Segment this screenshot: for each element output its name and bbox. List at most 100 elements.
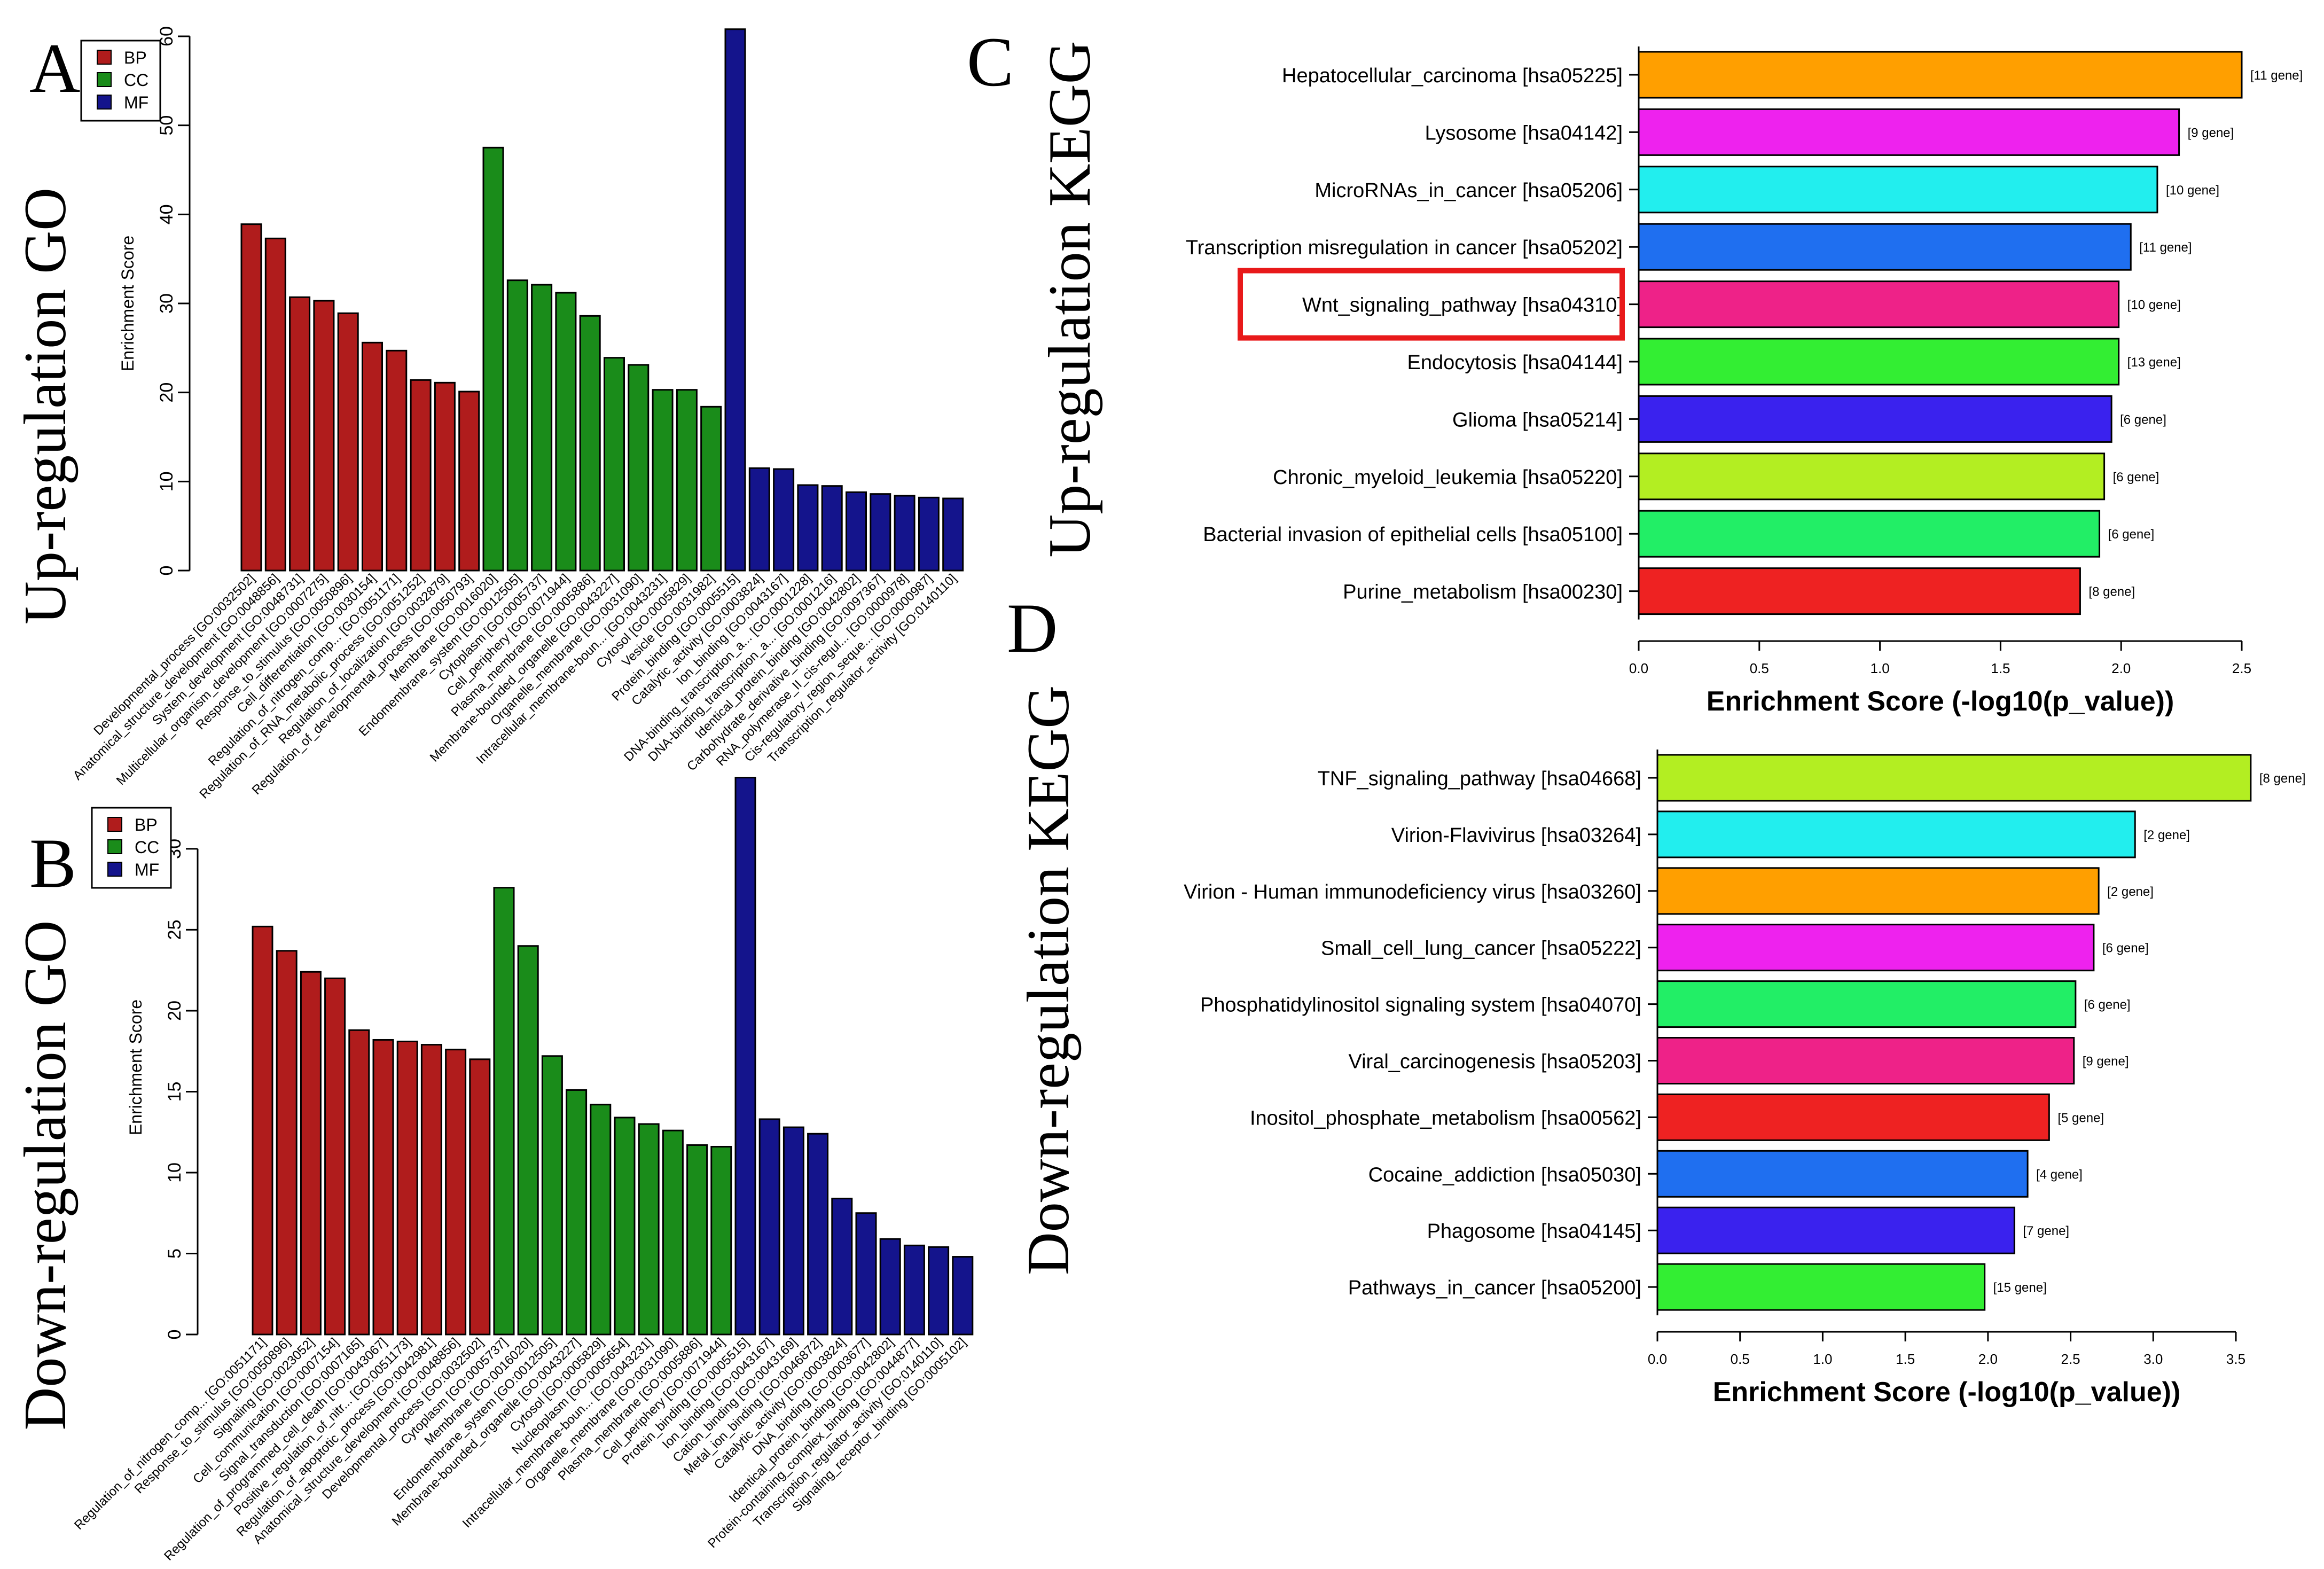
bar	[1656, 980, 2077, 1028]
category-label: MicroRNAs_in_cancer [hsa05206]	[1314, 179, 1623, 202]
bar	[482, 146, 504, 572]
category-label: TNF_signaling_pathway [hsa04668]	[1318, 768, 1641, 790]
bar	[276, 950, 298, 1336]
data-label: [2 gene]	[2143, 828, 2190, 842]
legend-box	[91, 807, 172, 889]
y-tick-label: 5	[165, 1248, 185, 1259]
bar	[531, 284, 553, 572]
data-label: [10 gene]	[2166, 183, 2219, 198]
legend-label: CC	[124, 71, 148, 90]
highlight-box	[1238, 268, 1625, 341]
legend-label: MF	[124, 93, 148, 112]
data-label: [2 gene]	[2107, 885, 2154, 899]
bar	[493, 887, 515, 1336]
legend-label: BP	[135, 815, 158, 834]
bar	[420, 1044, 442, 1336]
category-label: Endocytosis [hsa04144]	[1407, 352, 1623, 374]
bar	[918, 496, 940, 572]
bar	[1656, 1093, 2050, 1141]
bar	[541, 1055, 563, 1336]
y-tick-label: 0	[165, 1330, 185, 1340]
bar	[1656, 867, 2100, 915]
bar	[1656, 1150, 2029, 1198]
x-tick-label: 2.0	[2111, 660, 2131, 676]
bar	[879, 1238, 901, 1336]
category-label: Lysosome [hsa04142]	[1425, 122, 1623, 144]
legend-swatch	[97, 72, 112, 87]
bar	[337, 312, 359, 572]
y-tick-label: 20	[165, 1001, 185, 1021]
data-label: [8 gene]	[2088, 585, 2135, 599]
bar	[1638, 395, 2112, 443]
bar	[1638, 51, 2243, 99]
bar	[700, 405, 722, 572]
bar	[783, 1126, 804, 1336]
bar	[952, 1256, 974, 1336]
x-tick-label: 0.5	[1731, 1351, 1750, 1367]
bar	[1638, 510, 2101, 558]
chart-up-kegg: Hepatocellular_carcinoma [hsa05225] [11 g…	[1186, 46, 2303, 717]
y-axis-label: Enrichment Score	[126, 1000, 145, 1135]
bar	[870, 493, 891, 572]
data-label: [6 gene]	[2120, 412, 2166, 427]
bar	[1638, 338, 2120, 386]
bar	[662, 1129, 684, 1336]
x-axis-label: Enrichment Score (-log10(p_value))	[1707, 686, 2174, 717]
category-label: Inositol_phosphate_metabolism [hsa00562]	[1250, 1107, 1641, 1129]
panel-letter-b: B	[29, 824, 76, 902]
data-label: [6 gene]	[2102, 941, 2149, 956]
category-label: Phagosome [hsa04145]	[1427, 1220, 1641, 1243]
bar	[458, 391, 480, 572]
bar	[638, 1123, 660, 1336]
bar	[579, 315, 601, 572]
category-label: Virion - Human immunodeficiency virus [h…	[1184, 881, 1641, 903]
bar	[903, 1244, 925, 1336]
x-tick-label: 3.5	[2226, 1351, 2245, 1367]
x-tick-label: 2.5	[2061, 1351, 2080, 1367]
y-tick-label: 0	[157, 566, 177, 576]
bar	[252, 925, 273, 1336]
bar	[652, 389, 674, 572]
bar	[894, 495, 915, 572]
legend-label: BP	[124, 48, 147, 67]
panel-letter-d: D	[1007, 589, 1058, 667]
bar	[686, 1144, 708, 1336]
side-title-down-kegg: Down-regulation KEGG	[1015, 685, 1082, 1275]
data-label: [9 gene]	[2188, 126, 2234, 140]
bar	[604, 357, 625, 572]
bar	[324, 977, 346, 1336]
data-label: [15 gene]	[1993, 1281, 2047, 1295]
legend-label: CC	[135, 838, 159, 857]
legend-swatch	[107, 817, 122, 832]
data-label: [11 gene]	[2250, 68, 2303, 83]
bar	[240, 223, 262, 572]
bar	[758, 1118, 780, 1336]
data-label: [6 gene]	[2084, 998, 2131, 1012]
category-label: Glioma [hsa05214]	[1452, 409, 1623, 431]
x-tick-label: 3.0	[2143, 1351, 2163, 1367]
bar	[821, 485, 843, 572]
category-label: Pathways_in_cancer [hsa05200]	[1348, 1277, 1641, 1299]
category-label: Transcription misregulation in cancer [h…	[1186, 237, 1623, 259]
x-tick-label: 1.0	[1871, 660, 1890, 676]
data-label: [10 gene]	[2127, 298, 2181, 313]
bar	[628, 364, 650, 572]
bar	[289, 296, 311, 572]
x-tick-label: 0.0	[1629, 660, 1648, 676]
data-label: [9 gene]	[2083, 1055, 2129, 1069]
legend-box	[80, 40, 161, 122]
data-label: [5 gene]	[2057, 1111, 2104, 1125]
bar	[614, 1117, 636, 1336]
y-tick-label: 25	[165, 920, 185, 940]
bar	[313, 300, 335, 572]
bar	[362, 341, 383, 572]
bar	[555, 292, 577, 572]
y-tick-label: 10	[157, 471, 177, 491]
bar	[1638, 567, 2081, 615]
bar	[300, 971, 322, 1336]
bar	[1656, 924, 2095, 972]
panel-letter-c: C	[967, 22, 1014, 101]
bar	[1656, 810, 2136, 858]
category-label: Cocaine_addiction [hsa05030]	[1368, 1164, 1641, 1186]
